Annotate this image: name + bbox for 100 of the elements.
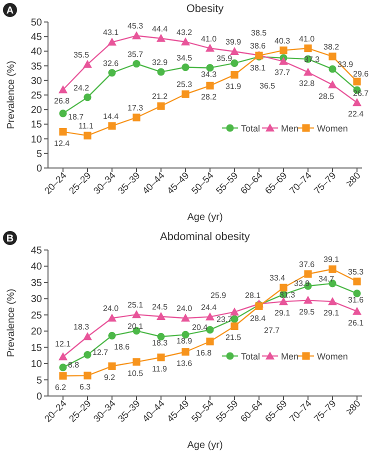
data-label: 18.3 [152,338,168,348]
data-label: 39.1 [324,255,340,264]
y-tick-label: 40 [30,46,42,58]
data-label: 13.6 [176,358,193,368]
point [304,296,312,304]
data-label: 36.5 [260,81,276,90]
data-label: 38.5 [251,28,268,38]
data-label: 18.3 [74,322,90,332]
point [58,352,68,360]
point [59,128,67,136]
data-label: 8.8 [68,360,80,370]
point [181,37,190,46]
data-label: 21.2 [152,92,168,102]
data-label: 28.5 [318,92,335,101]
data-label: 29.6 [353,70,370,79]
data-label: 37.7 [274,68,291,77]
data-label: 12.4 [54,138,70,148]
x-axis-title: Age (yr) [187,212,223,223]
point [328,65,336,73]
y-tick-label: 35 [30,61,42,72]
point [157,68,165,76]
point [182,348,190,356]
data-label: 6.3 [80,382,92,392]
y-tick-label: 10 [30,359,42,370]
data-label: 32.8 [299,79,316,88]
point [280,46,288,54]
point [83,60,92,68]
data-label: 34.3 [201,70,218,79]
point [206,338,214,346]
data-label: 40.3 [274,36,291,46]
point [230,59,238,67]
y-tick-label: 5 [36,375,42,386]
data-label: 43.1 [103,28,120,38]
data-label: 18.6 [114,342,130,352]
y-tick-label: 25 [30,90,42,102]
point [132,310,141,318]
data-label: 27.7 [264,326,280,336]
data-label: 24.4 [201,302,218,312]
point [304,270,312,278]
data-label: 25.1 [128,300,144,310]
data-label: 29.1 [274,308,291,318]
x-axis-title: Age (yr) [187,440,223,451]
legend-label: Women [317,352,348,362]
y-tick-label: 10 [30,134,42,146]
point [328,265,336,273]
point [108,69,116,77]
data-label: 16.8 [196,348,212,358]
data-label: 17.3 [128,103,144,112]
y-axis-title: Prevalence (%) [6,288,17,358]
y-tick-label: 15 [30,120,42,131]
data-label: 39.9 [226,37,242,46]
y-tick-label: 20 [30,105,42,116]
data-label: 26.7 [353,89,370,98]
point [352,98,362,106]
data-label: 10.5 [128,368,144,378]
point [84,132,92,140]
point [59,372,67,380]
data-label: 43.2 [176,28,193,37]
legend-label: Total [241,352,260,362]
text: A [6,6,14,16]
y-axis-title: Prevalence (%) [6,60,17,130]
point [230,322,238,330]
data-label: 12.7 [92,348,109,357]
data-label: 28.2 [201,92,218,102]
point [156,312,166,320]
chart-title: Obesity [186,3,224,15]
point [280,284,288,292]
y-tick-label: 30 [30,294,42,306]
data-label: 26.1 [348,318,364,328]
point [352,306,362,315]
data-label: 29.1 [324,308,340,318]
y-tick-label: 5 [36,148,42,160]
data-label: 25.3 [176,80,193,90]
point [132,60,140,68]
data-label: 22.4 [348,110,364,119]
point [108,332,116,340]
legend-label: Men [281,352,299,362]
data-label: 24.5 [152,302,168,312]
data-label: 35.3 [348,267,364,276]
y-tick-label: 40 [30,262,42,273]
legend-label: Men [281,124,299,134]
point [181,314,190,322]
y-tick-label: 45 [30,246,42,256]
data-label: 24.0 [176,304,193,314]
y-tick-label: 30 [30,76,42,87]
point [328,80,337,88]
data-label: 20.4 [192,322,208,332]
point [132,358,140,366]
point [84,350,92,359]
data-label: 12.1 [55,340,72,349]
data-label: 35.9 [216,54,233,64]
data-label: 24.2 [74,83,90,92]
data-label: 18.9 [176,336,193,346]
data-label: 24.0 [103,304,120,314]
data-label: 28.4 [250,314,266,323]
data-label: 11.1 [78,122,94,131]
point [108,122,116,130]
point [108,362,116,370]
y-tick-label: 45 [30,32,42,44]
point [304,44,312,52]
